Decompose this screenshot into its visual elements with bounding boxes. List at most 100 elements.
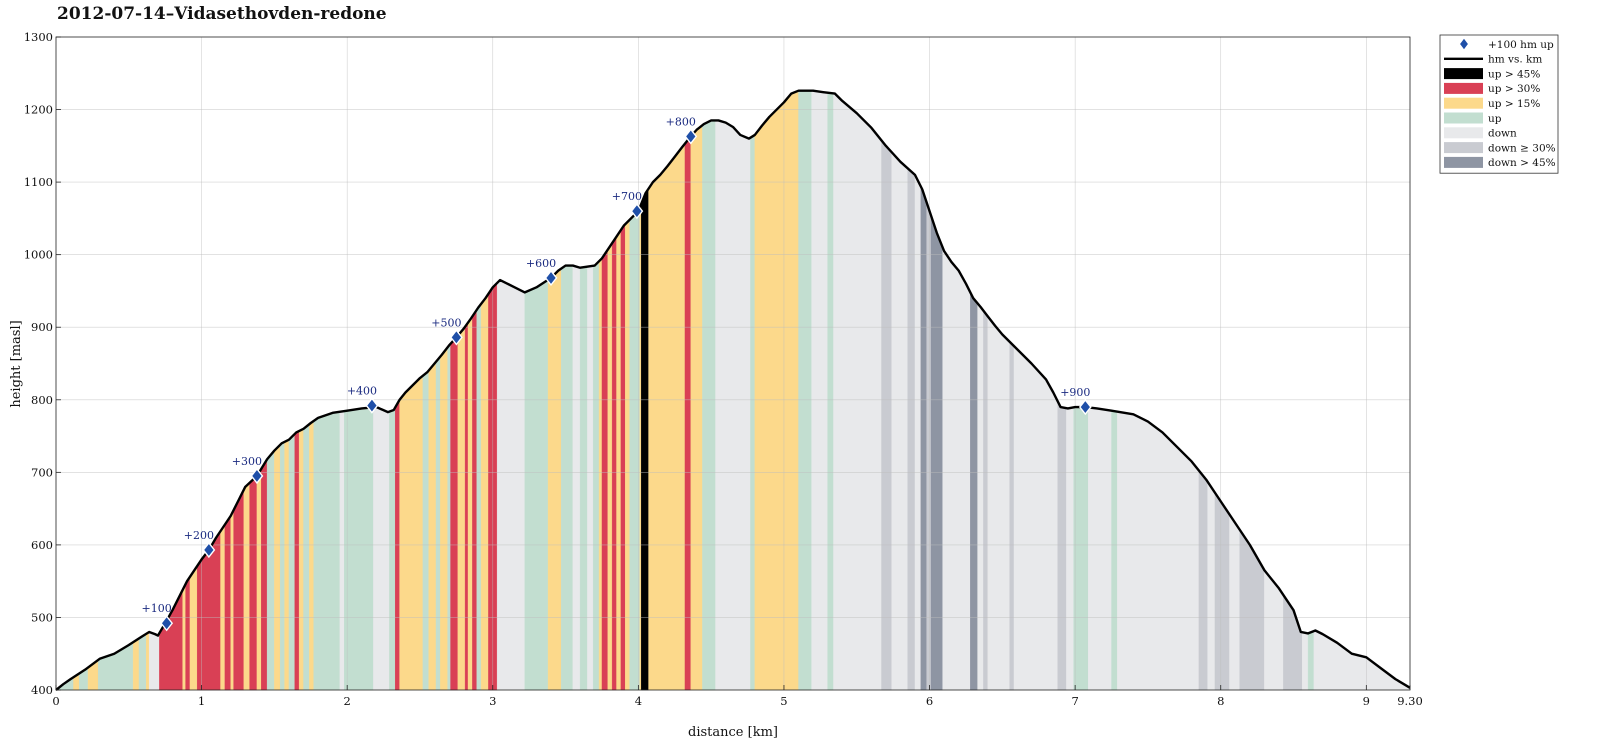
slope-band-up — [702, 120, 716, 691]
slope-band-down — [148, 631, 160, 691]
legend-entry-label: down — [1488, 128, 1517, 140]
slope-band-down — [1013, 345, 1058, 691]
slope-band-down — [373, 406, 390, 691]
slope-band-up-gt-30 — [233, 489, 245, 691]
slope-band-down — [1264, 569, 1284, 691]
slope-band-down — [914, 174, 922, 691]
chart-title: 2012-07-14–Vidasethovden-redone — [57, 4, 387, 24]
slope-band-up-gt-15 — [428, 361, 437, 691]
slope-band-down — [942, 247, 971, 691]
slope-band-down — [1207, 481, 1216, 691]
hm-up-marker-label: +800 — [666, 115, 696, 128]
legend-entry-label: up > 30% — [1488, 83, 1540, 95]
elevation-markers: +100 +200 +300 +400 +500 +600 +700 +800 +900 — [142, 115, 1092, 632]
legend-color-swatch — [1444, 112, 1483, 124]
legend-entry-label: hm vs. km — [1488, 54, 1542, 66]
slope-band-up-gt-30 — [472, 309, 477, 691]
slope-band-down-ge-30 — [1198, 469, 1208, 691]
slope-band-up-gt-15 — [547, 268, 562, 691]
slope-band-up-gt-15 — [607, 242, 613, 691]
legend-entry-label: up > 45% — [1488, 68, 1540, 80]
slope-band-up-gt-30 — [249, 475, 258, 691]
x-tick-label: 5 — [780, 694, 787, 708]
slope-band-down — [833, 93, 882, 691]
slope-band-down — [496, 279, 525, 691]
hm-up-marker — [630, 202, 644, 220]
slope-band-up — [579, 266, 588, 691]
hm-up-marker — [365, 397, 379, 414]
slope-band-up-gt-15 — [625, 219, 630, 691]
slope-band-up-gt-30 — [450, 335, 459, 691]
slope-band-up-gt-15 — [616, 229, 622, 691]
slope-band-up — [325, 411, 341, 691]
grid-lines — [56, 37, 1410, 690]
slope-band-up-gt-15 — [182, 583, 186, 691]
x-axis-label: distance [km] — [688, 725, 778, 740]
slope-band-up — [138, 633, 147, 691]
slope-band-up-gt-15 — [598, 257, 603, 691]
slope-band-up — [593, 260, 600, 691]
legend-entry-label: down > 45% — [1488, 157, 1556, 169]
slope-band-down — [811, 90, 828, 691]
slope-band-down — [715, 120, 751, 691]
slope-band-up-gt-15 — [146, 631, 150, 691]
slope-band-up — [98, 641, 134, 691]
y-tick-label: 700 — [31, 465, 53, 479]
slope-band-down-ge-30 — [1239, 528, 1265, 691]
slope-band-up — [561, 265, 574, 691]
legend-color-swatch — [1444, 82, 1483, 94]
slope-band-up-gt-15 — [189, 565, 198, 691]
slope-band-up — [344, 407, 374, 691]
hm-up-marker-label: +700 — [612, 190, 642, 203]
y-tick-label: 1300 — [24, 30, 53, 44]
slope-band-down-ge-30 — [983, 310, 988, 691]
slope-band-down — [987, 315, 1010, 691]
slope-band-up-gt-15 — [298, 428, 304, 691]
slope-band-down-ge-30 — [1214, 491, 1230, 691]
slope-band-up — [1111, 410, 1118, 691]
hm-up-marker-label: +900 — [1060, 386, 1090, 399]
slope-band-up-gt-15 — [467, 315, 473, 691]
slope-band-up-gt-15 — [309, 420, 314, 691]
plot-frame — [55, 36, 1411, 691]
hm-up-marker — [202, 541, 216, 559]
slope-band-down-ge-30 — [907, 167, 916, 691]
y-tick-label: 500 — [31, 610, 53, 624]
slope-band-down — [1066, 407, 1074, 691]
slope-band-up-gt-30 — [464, 321, 469, 691]
hm-up-marker — [449, 329, 463, 346]
x-tick-label: 3 — [489, 694, 496, 708]
slope-band-up-gt-15 — [230, 509, 234, 691]
slope-band-up — [1307, 630, 1315, 691]
slope-band-down-gt-45 — [970, 292, 978, 691]
legend: +100 hm up hm vs. km up > 45% up > 30% up > … — [1439, 34, 1559, 174]
x-tick-label: 7 — [1071, 694, 1078, 708]
slope-band-up-gt-15 — [690, 124, 703, 691]
slope-band-up — [447, 343, 451, 691]
slope-band-up-gt-30 — [601, 248, 608, 691]
slope-band-up-gt-15 — [220, 523, 226, 691]
slope-band-down — [1302, 632, 1309, 691]
legend-color-swatch — [1444, 156, 1483, 168]
slope-band-up-gt-15 — [274, 444, 281, 691]
legend-entry-label: down ≥ 30% — [1488, 142, 1556, 154]
x-tick-label: 9 — [1363, 694, 1370, 708]
slope-bands — [55, 90, 1411, 691]
slope-band-up-gt-30 — [611, 235, 617, 691]
slope-band-down-ge-30 — [1009, 341, 1015, 691]
x-tick-label: 2 — [344, 694, 351, 708]
x-tick-label: 8 — [1217, 694, 1224, 708]
slope-band-up-gt-30 — [185, 576, 191, 691]
slope-band-up-gt-30 — [261, 458, 268, 691]
slope-band-down — [891, 151, 908, 691]
slope-band-down — [587, 265, 594, 691]
hm-up-marker — [1078, 398, 1092, 416]
slope-band-up-gt-15 — [457, 326, 466, 691]
legend-color-swatch — [1444, 68, 1483, 80]
slope-band-up-gt-30 — [224, 515, 231, 691]
hm-up-marker — [684, 128, 698, 145]
axis-ticks: 0 1 2 3 4 5 6 7 8 9 9.30 400 500 600 700 800 900 1000 1100… — [24, 30, 1423, 708]
slope-band-up-gt-15 — [399, 375, 424, 691]
slope-band-up-gt-15 — [639, 203, 642, 691]
